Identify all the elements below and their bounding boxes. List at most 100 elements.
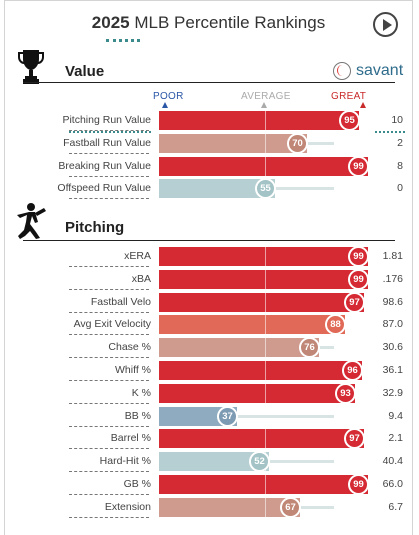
metric-row[interactable]: K % 93 32.9 bbox=[5, 382, 414, 404]
title-text: MLB Percentile Rankings bbox=[134, 13, 326, 32]
percentile-bubble: 97 bbox=[344, 428, 365, 450]
metric-value: 10 bbox=[391, 114, 403, 126]
title-year: 2025 bbox=[91, 13, 130, 32]
percentile-bubble: 55 bbox=[255, 178, 276, 200]
metric-row[interactable]: Barrel % 97 2.1 bbox=[5, 428, 414, 450]
percentile-bar bbox=[159, 475, 368, 494]
metric-name: Offspeed Run Value bbox=[57, 182, 151, 195]
percentile-track: 76 bbox=[159, 337, 370, 359]
row-divider bbox=[69, 334, 149, 336]
percentile-track: 99 bbox=[159, 155, 370, 177]
percentile-track-remainder bbox=[275, 187, 334, 191]
metric-value: 36.1 bbox=[382, 364, 403, 376]
selected-row-indicator-left bbox=[69, 131, 151, 133]
metric-row[interactable]: Offspeed Run Value 55 0 bbox=[5, 178, 414, 200]
row-divider bbox=[69, 288, 149, 290]
scale-label-great: GREAT bbox=[331, 91, 367, 102]
row-divider bbox=[69, 175, 149, 177]
metric-row[interactable]: BB % 37 9.4 bbox=[5, 405, 414, 427]
section-rule-value bbox=[23, 82, 395, 83]
metric-name: GB % bbox=[123, 478, 151, 490]
metric-name: Extension bbox=[104, 500, 151, 513]
scale-marker-great bbox=[360, 102, 366, 108]
percentile-bar bbox=[159, 452, 269, 472]
percentile-bar bbox=[159, 269, 368, 289]
section-title-value: Value bbox=[65, 63, 105, 80]
metric-name: Fastball Run Value bbox=[63, 136, 151, 149]
percentile-bubble: 70 bbox=[287, 132, 308, 154]
metric-value: 1.81 bbox=[382, 250, 403, 262]
percentile-track-remainder bbox=[307, 141, 334, 145]
percentile-track: 97 bbox=[159, 428, 370, 450]
metric-name: Barrel % bbox=[110, 432, 151, 445]
scale-marker-average bbox=[261, 102, 267, 108]
metric-row[interactable]: Avg Exit Velocity 88 87.0 bbox=[5, 314, 414, 336]
selected-row-indicator-right bbox=[375, 131, 405, 133]
title-underline bbox=[106, 39, 140, 42]
percentile-bar bbox=[159, 179, 275, 199]
percentile-bubble: 99 bbox=[348, 155, 369, 177]
metric-value: 2 bbox=[397, 136, 403, 149]
metric-value: 8 bbox=[397, 159, 403, 172]
metric-name: xERA bbox=[124, 250, 151, 262]
metric-value: 98.6 bbox=[382, 295, 403, 308]
percentile-track: 99 bbox=[159, 246, 370, 267]
metric-value: 87.0 bbox=[382, 318, 403, 331]
metric-name: Avg Exit Velocity bbox=[73, 318, 151, 331]
metric-name: BB % bbox=[124, 409, 151, 422]
percentile-track: 52 bbox=[159, 451, 370, 473]
row-divider bbox=[69, 402, 149, 404]
metric-name: Whiff % bbox=[115, 364, 151, 376]
metric-row[interactable]: Breaking Run Value 99 8 bbox=[5, 155, 414, 177]
metric-value: 40.4 bbox=[382, 455, 403, 468]
row-divider bbox=[69, 152, 149, 154]
metric-row[interactable]: GB % 99 66.0 bbox=[5, 474, 414, 495]
percentile-bubble: 76 bbox=[299, 337, 320, 359]
metric-row[interactable]: xERA 99 1.81 bbox=[5, 246, 414, 267]
metric-row[interactable]: Fastball Run Value 70 2 bbox=[5, 132, 414, 154]
row-divider bbox=[69, 311, 149, 313]
percentile-bubble: 95 bbox=[339, 110, 360, 131]
row-divider bbox=[69, 494, 149, 495]
percentile-bubble: 88 bbox=[325, 314, 346, 336]
percentile-track: 93 bbox=[159, 382, 370, 404]
metric-value: 32.9 bbox=[382, 386, 403, 399]
percentile-bar bbox=[159, 156, 368, 176]
metric-name: K % bbox=[131, 386, 151, 399]
scale-marker-poor bbox=[162, 102, 168, 108]
row-divider bbox=[69, 380, 149, 381]
savant-link[interactable]: savant bbox=[333, 59, 403, 83]
metric-value: 30.6 bbox=[382, 341, 403, 354]
percentile-bar bbox=[159, 315, 345, 335]
play-button[interactable] bbox=[373, 12, 398, 37]
percentile-bar bbox=[159, 247, 368, 266]
metric-row[interactable]: Whiff % 96 36.1 bbox=[5, 360, 414, 381]
row-divider bbox=[69, 357, 149, 359]
percentile-track-remainder bbox=[237, 414, 334, 418]
percentile-bar bbox=[159, 429, 364, 449]
row-divider bbox=[69, 448, 149, 450]
metric-row[interactable]: xBA 99 .176 bbox=[5, 268, 414, 290]
metric-name: Chase % bbox=[108, 341, 151, 354]
metric-row[interactable]: Hard-Hit % 52 40.4 bbox=[5, 451, 414, 473]
percentile-bubble: 67 bbox=[280, 496, 301, 518]
percentile-track-remainder bbox=[300, 505, 334, 509]
percentile-bar bbox=[159, 338, 319, 358]
percentile-track: 99 bbox=[159, 268, 370, 290]
percentile-bar bbox=[159, 361, 362, 380]
metric-name: Hard-Hit % bbox=[99, 455, 151, 468]
percentile-track-remainder bbox=[319, 346, 334, 350]
metric-row[interactable]: Extension 67 6.7 bbox=[5, 496, 414, 518]
metric-row[interactable]: Chase % 76 30.6 bbox=[5, 337, 414, 359]
metric-row[interactable]: Fastball Velo 97 98.6 bbox=[5, 291, 414, 313]
metric-row[interactable]: Pitching Run Value 95 10 bbox=[5, 110, 414, 131]
percentile-track: 55 bbox=[159, 178, 370, 200]
percentile-bar bbox=[159, 292, 364, 312]
percentile-track: 97 bbox=[159, 291, 370, 313]
scale-label-poor: POOR bbox=[153, 91, 184, 102]
percentile-track: 37 bbox=[159, 405, 370, 427]
scale-label-average: AVERAGE bbox=[241, 91, 291, 102]
percentile-track: 99 bbox=[159, 474, 370, 495]
metric-name: xBA bbox=[131, 272, 151, 285]
row-divider bbox=[69, 471, 149, 473]
